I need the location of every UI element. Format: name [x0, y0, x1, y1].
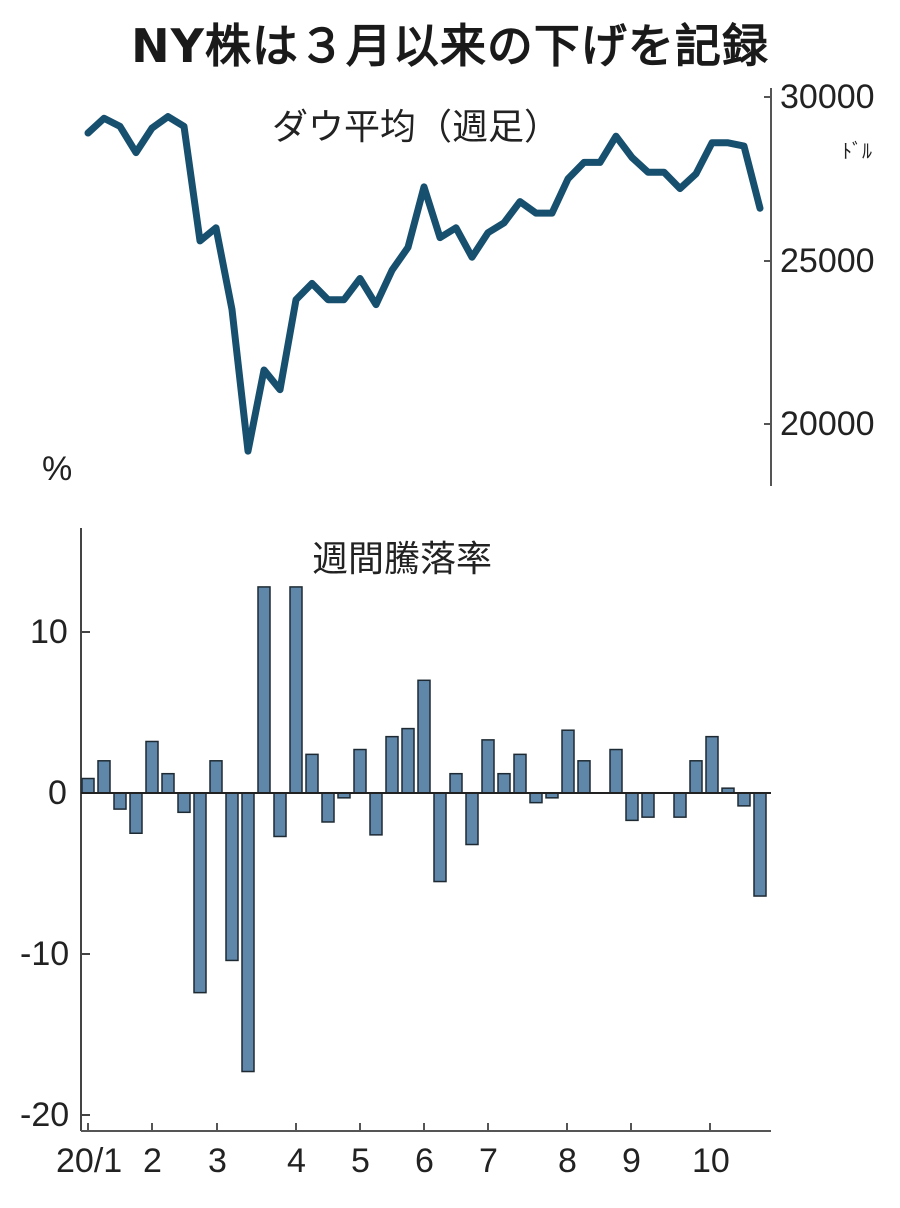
- top-y-tick-20000: 20000: [780, 405, 875, 443]
- x-tick-jul: 7: [479, 1142, 498, 1180]
- top-panel-label: ダウ平均（週足）: [272, 107, 561, 148]
- top-unit-label: ﾄﾞﾙ: [842, 139, 872, 163]
- bar: [449, 772, 463, 794]
- bottom-y-tick-minus10: -10: [20, 935, 70, 973]
- bar: [705, 735, 719, 794]
- bar: [561, 729, 575, 794]
- bar: [465, 792, 479, 846]
- x-tick-oct: 10: [692, 1142, 730, 1180]
- top-y-axis: [764, 88, 772, 486]
- bar: [529, 792, 543, 804]
- bar: [81, 777, 95, 794]
- bar: [577, 760, 591, 794]
- bottom-y-tick-minus20: -20: [20, 1096, 70, 1134]
- x-tick-feb: 2: [143, 1142, 162, 1180]
- bar: [209, 760, 223, 794]
- bar: [145, 740, 159, 794]
- bar: [305, 753, 319, 794]
- x-tick-jun: 6: [415, 1142, 434, 1180]
- top-y-tick-30000: 30000: [780, 78, 875, 116]
- bar: [289, 586, 303, 794]
- bar: [609, 748, 623, 794]
- bar: [737, 792, 751, 807]
- bottom-panel-label: 週間騰落率: [312, 539, 493, 580]
- chart-title: NY株は３月以来の下げを記録: [131, 19, 769, 73]
- x-tick-mar: 3: [208, 1142, 227, 1180]
- bar: [129, 792, 143, 834]
- weekly-change-bars: [81, 586, 767, 1073]
- bar: [97, 760, 111, 794]
- x-tick-jan: 20/1: [56, 1142, 123, 1180]
- bar: [401, 727, 415, 794]
- bar: [689, 760, 703, 794]
- bar: [481, 739, 495, 794]
- bar: [257, 586, 271, 794]
- bottom-y-tick-10: 10: [30, 613, 68, 651]
- bar: [497, 772, 511, 794]
- bar: [321, 792, 335, 823]
- top-y-tick-25000: 25000: [780, 242, 875, 280]
- bar: [625, 792, 639, 822]
- bar: [433, 792, 447, 883]
- bottom-y-tick-0: 0: [48, 774, 67, 812]
- bar: [177, 792, 191, 814]
- bar: [161, 772, 175, 794]
- bar: [417, 679, 431, 794]
- bar: [385, 735, 399, 794]
- bar: [241, 792, 255, 1073]
- x-tick-sep: 9: [622, 1142, 641, 1180]
- bar: [753, 792, 767, 897]
- bar: [273, 792, 287, 838]
- bottom-unit-label: %: [42, 450, 73, 488]
- x-tick-may: 5: [351, 1142, 370, 1180]
- bar: [353, 748, 367, 794]
- bar: [225, 792, 239, 962]
- bar: [369, 792, 383, 836]
- bar: [673, 792, 687, 818]
- bar: [513, 753, 527, 794]
- bar: [641, 792, 655, 818]
- x-tick-apr: 4: [287, 1142, 306, 1180]
- bottom-axes: [80, 528, 771, 1132]
- bar: [113, 792, 127, 810]
- bar: [193, 792, 207, 994]
- dow-line-series: [84, 113, 764, 455]
- x-tick-aug: 8: [558, 1142, 577, 1180]
